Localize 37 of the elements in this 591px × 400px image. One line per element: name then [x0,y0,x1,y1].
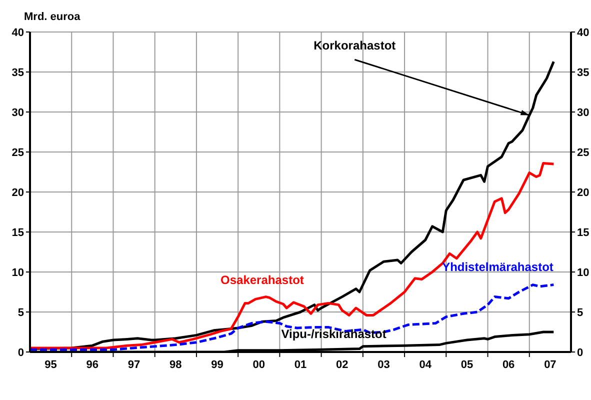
y-tick-label: 10 [12,266,24,279]
x-tick-label: 06 [502,359,515,371]
y2-tick-label: 40 [577,26,590,39]
y2-tick-label: 15 [577,226,590,239]
x-tick-label: 04 [419,359,432,371]
y-tick-label: 15 [12,226,24,239]
y-tick-label: 20 [12,186,24,199]
x-tick-label: 99 [211,359,224,371]
y2-tick-label: 30 [577,106,590,119]
x-tick-label: 01 [294,359,307,371]
x-tick-label: 03 [378,359,390,371]
y-tick-label: 25 [12,146,24,159]
line-series [30,162,555,350]
y2-tick-label: 5 [577,306,584,319]
annotation: Korkorahastot [314,38,396,53]
y-tick-label: 0 [18,346,24,359]
x-tick-label: 97 [128,359,140,371]
y-tick-label: 40 [12,26,24,39]
series-label: Vipu-/riskirahastot [281,327,386,341]
y-tick-label: 5 [18,306,24,319]
y2-tick-label: 35 [577,66,590,79]
x-tick-label: 00 [252,359,266,371]
y2-tick-label: 25 [577,146,590,159]
y-tick-label: 30 [12,106,24,119]
y2-tick-label: 20 [577,186,590,199]
x-tick-label: 96 [86,359,99,371]
x-tick-label: 05 [460,359,474,371]
x-tick-label: 02 [336,359,348,371]
y2-tick-label: 0 [577,346,584,359]
x-tick-label: 95 [44,359,57,371]
x-tick-label: 07 [544,359,556,371]
y-axis-title: Mrd. euroa [24,11,82,23]
series-label: Osakerahastot [220,273,304,287]
y-tick-label: 35 [12,66,24,79]
y2-tick-label: 10 [577,266,590,279]
series-label: Yhdistelmärahastot [442,260,554,274]
x-tick-label: 98 [170,359,182,371]
